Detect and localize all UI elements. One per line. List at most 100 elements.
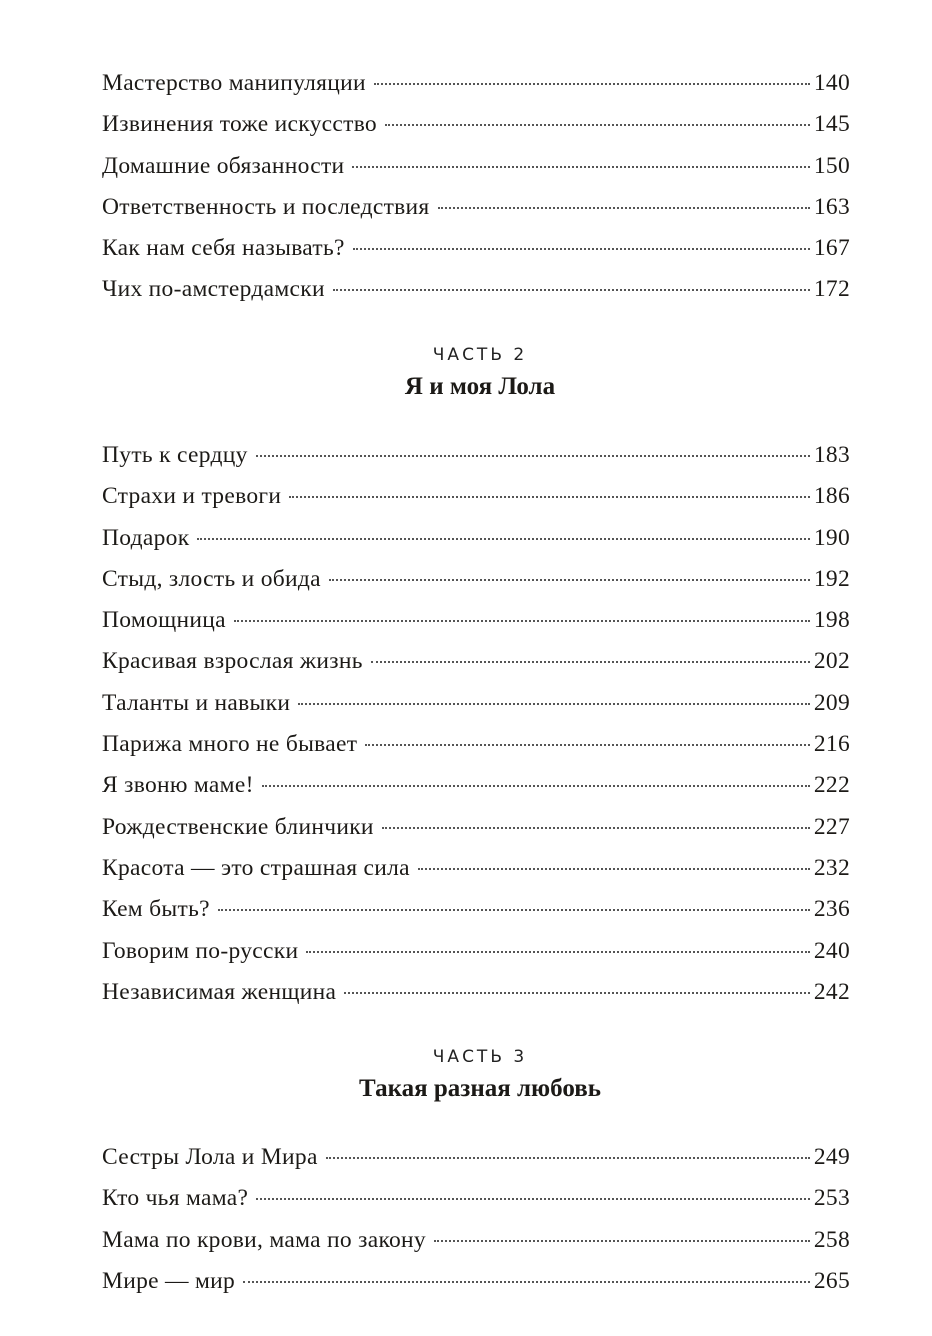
entry-title: Стыд, злость и обида (102, 565, 321, 592)
entry-page: 202 (813, 648, 850, 675)
dot-leader (255, 455, 810, 457)
part-3-heading: ЧАСТЬ 3 Такая разная любовь (102, 1047, 858, 1103)
toc-entry[interactable]: Путь к сердцу 183 (102, 442, 850, 483)
dot-leader (352, 165, 810, 168)
toc-entry[interactable]: Рождественские блинчики 227 (102, 814, 850, 855)
entry-title: Чих по-амстердамски (102, 276, 325, 303)
entry-page: 216 (813, 731, 850, 758)
toc-entry[interactable]: Домашние обязанности 150 (102, 153, 850, 194)
entry-title: Парижа много не бывает (102, 731, 358, 758)
entry-title: Страхи и тревоги (102, 483, 282, 510)
entry-title: Ответственность и последствия (102, 193, 430, 220)
entry-page: 140 (813, 70, 850, 96)
entry-title: Таланты и навыки (102, 689, 291, 716)
toc-entry[interactable]: Говорим по-русски 240 (102, 938, 850, 979)
toc-entry[interactable]: Парижа много не бывает 216 (102, 731, 850, 772)
entry-page: 190 (813, 524, 850, 551)
toc-entry[interactable]: Мама по крови, мама по закону 258 (102, 1227, 850, 1268)
dot-leader (197, 537, 810, 540)
entry-title: Кем быть? (102, 896, 210, 923)
entry-title: Кто чья мама? (102, 1185, 249, 1212)
entry-title: Мире — мир (102, 1267, 236, 1294)
toc-entry[interactable]: Чих по-амстердамски 172 (102, 276, 850, 317)
entry-title: Сестры Лола и Мира (102, 1144, 318, 1170)
dot-leader (365, 744, 810, 747)
dot-leader (261, 785, 810, 788)
entry-page: 163 (813, 193, 850, 220)
entry-page: 192 (813, 565, 850, 592)
entry-page: 232 (813, 854, 850, 881)
toc-entry[interactable]: Как нам себя называть? 167 (102, 235, 850, 276)
toc-entry[interactable]: Таланты и навыки 209 (102, 690, 850, 731)
toc-entry[interactable]: Помощница 198 (102, 607, 850, 648)
entry-page: 253 (813, 1185, 850, 1212)
entry-page: 227 (813, 813, 850, 840)
entry-title: Говорим по-русски (102, 937, 299, 964)
toc-entry[interactable]: Страхи и тревоги 186 (102, 483, 850, 524)
entry-title: Красивая взрослая жизнь (102, 648, 363, 675)
dot-leader (352, 248, 810, 251)
dot-leader (433, 1239, 810, 1242)
entry-page: 236 (813, 896, 850, 923)
toc-entry[interactable]: Кто чья мама? 253 (102, 1185, 850, 1226)
entry-title: Помощница (102, 607, 226, 634)
dot-leader (332, 289, 810, 292)
toc-entry[interactable]: Красивая взрослая жизнь 202 (102, 648, 850, 689)
entry-page: 242 (813, 978, 850, 1005)
entry-page: 150 (813, 152, 850, 179)
entry-title: Подарок (102, 524, 190, 551)
toc-entry[interactable]: Извинения тоже искусство 145 (102, 111, 850, 152)
entry-title: Рождественские блинчики (102, 813, 374, 840)
entry-page: 240 (813, 937, 850, 964)
toc-entry[interactable]: Сестры Лола и Мира 249 (102, 1144, 850, 1185)
entry-title: Я звоню маме! (102, 772, 254, 799)
toc-entry[interactable]: Ответственность и последствия 163 (102, 194, 850, 235)
dot-leader (384, 124, 810, 127)
toc-entry[interactable]: Мастерство манипуляции 140 (102, 70, 850, 111)
dot-leader (344, 991, 810, 994)
toc-entry[interactable]: Независимая женщина 242 (102, 979, 850, 1020)
dot-leader (417, 867, 810, 870)
entry-page: 145 (813, 111, 850, 138)
entry-page: 265 (813, 1267, 850, 1294)
toc-section-2: Путь к сердцу 183 Страхи и тревоги 186 Подар… (102, 442, 850, 1020)
dot-leader (373, 83, 810, 85)
entry-page: 183 (813, 442, 850, 468)
entry-page: 209 (813, 689, 850, 716)
part-title: Я и моя Лола (404, 373, 556, 400)
dot-leader (306, 950, 810, 953)
part-label: ЧАСТЬ 2 (432, 345, 528, 365)
entry-page: 249 (813, 1144, 850, 1170)
entry-page: 172 (813, 276, 850, 303)
dot-leader (233, 620, 810, 623)
dot-leader (328, 578, 810, 581)
dot-leader (381, 826, 810, 829)
dot-leader (256, 1198, 810, 1201)
entry-title: Мастерство манипуляции (102, 70, 366, 96)
entry-title: Домашние обязанности (102, 152, 345, 179)
toc-entry[interactable]: Мире — мир 265 (102, 1268, 850, 1309)
dot-leader (298, 702, 810, 705)
toc-entry[interactable]: Красота — это страшная сила 232 (102, 855, 850, 896)
dot-leader (243, 1280, 810, 1283)
entry-page: 186 (813, 483, 850, 510)
dot-leader (437, 206, 810, 209)
toc-entry[interactable]: Кем быть? 236 (102, 896, 850, 937)
part-2-heading: ЧАСТЬ 2 Я и моя Лола (102, 345, 858, 401)
entry-page: 198 (813, 607, 850, 634)
dot-leader (289, 496, 810, 499)
toc-section-1: Мастерство манипуляции 140 Извинения тоже … (102, 70, 850, 318)
entry-title: Путь к сердцу (102, 442, 248, 468)
entry-title: Как нам себя называть? (102, 235, 345, 262)
part-label: ЧАСТЬ 3 (432, 1047, 528, 1067)
entry-title: Мама по крови, мама по закону (102, 1226, 426, 1253)
toc-entry[interactable]: Я звоню маме! 222 (102, 772, 850, 813)
dot-leader (370, 661, 810, 664)
toc-entry[interactable]: Стыд, злость и обида 192 (102, 566, 850, 607)
entry-title: Извинения тоже искусство (102, 111, 377, 138)
toc-entry[interactable]: Подарок 190 (102, 525, 850, 566)
part-title: Такая разная любовь (359, 1075, 601, 1102)
entry-page: 258 (813, 1226, 850, 1253)
entry-title: Красота — это страшная сила (102, 854, 410, 881)
dot-leader (325, 1157, 810, 1159)
